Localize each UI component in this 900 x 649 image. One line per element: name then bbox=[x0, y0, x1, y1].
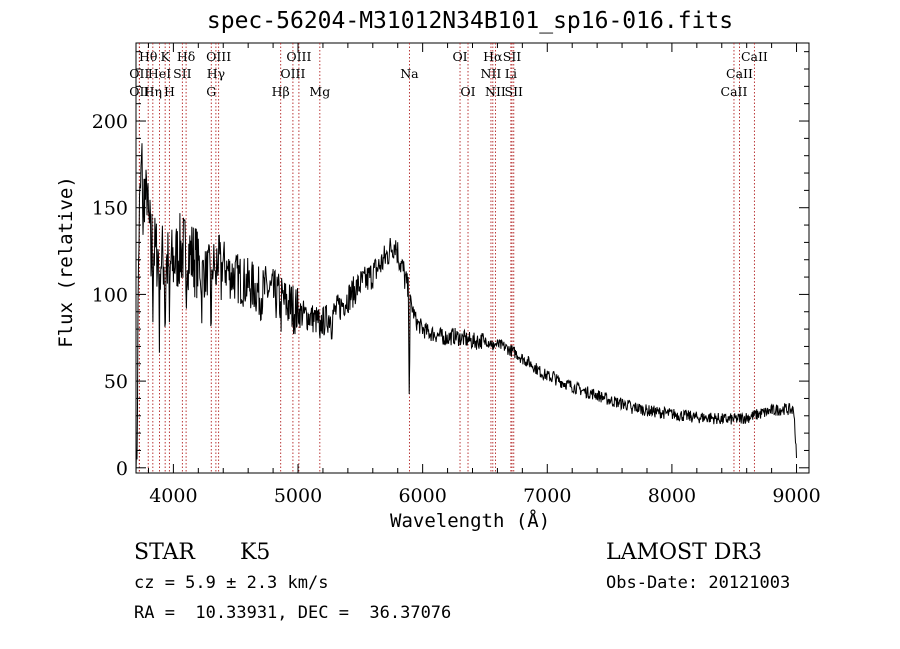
line-marker-label: NII bbox=[481, 66, 502, 81]
y-tick-label: 0 bbox=[116, 458, 128, 480]
x-tick-label: 6000 bbox=[398, 485, 446, 507]
redshift-text: cz = 5.9 ± 2.3 km/s bbox=[134, 573, 329, 593]
line-marker-label: CaII bbox=[726, 66, 753, 81]
class-label: STAR bbox=[134, 540, 195, 565]
x-tick-label: 8000 bbox=[648, 485, 696, 507]
y-tick-label: 200 bbox=[92, 111, 128, 133]
line-marker-label: NII bbox=[485, 84, 506, 99]
x-tick-label: 4000 bbox=[149, 485, 197, 507]
line-marker-label: Li bbox=[505, 66, 517, 81]
x-axis-label: Wavelength (Å) bbox=[390, 510, 551, 532]
line-marker-label: HeI bbox=[148, 66, 171, 81]
line-marker-label: SII bbox=[173, 66, 192, 81]
line-marker-label: OI bbox=[460, 84, 475, 99]
x-tick-label: 7000 bbox=[523, 485, 571, 507]
line-marker-label: Hα bbox=[483, 49, 503, 64]
line-marker-label: Mg bbox=[309, 84, 330, 99]
x-tick-label: 9000 bbox=[772, 485, 820, 507]
line-marker-label: SII bbox=[503, 49, 522, 64]
line-marker-label: Hθ bbox=[139, 49, 157, 64]
line-marker-label: H bbox=[164, 84, 175, 99]
line-marker-label: Hβ bbox=[272, 84, 290, 99]
line-marker-label: K bbox=[160, 49, 170, 64]
coordinates-text: RA = 10.33931, DEC = 36.37076 bbox=[134, 603, 452, 623]
line-marker-label: SII bbox=[505, 84, 524, 99]
line-marker-label: OI bbox=[452, 49, 467, 64]
y-axis-label: Flux (relative) bbox=[55, 176, 77, 348]
y-tick-label: 50 bbox=[104, 371, 128, 393]
line-marker-label: G bbox=[206, 84, 216, 99]
line-marker-label: OIII bbox=[286, 49, 311, 64]
line-marker-label: Hδ bbox=[177, 49, 195, 64]
subclass-label: K5 bbox=[240, 540, 271, 565]
line-marker-label: Na bbox=[400, 66, 419, 81]
line-marker-label: CaII bbox=[721, 84, 748, 99]
chart-title: spec-56204-M31012N34B101_sp16-016.fits bbox=[206, 8, 734, 34]
y-tick-label: 100 bbox=[92, 284, 128, 306]
line-marker-label: Hγ bbox=[207, 66, 225, 81]
x-tick-label: 5000 bbox=[274, 485, 322, 507]
line-marker-label: OII bbox=[129, 66, 149, 81]
y-tick-label: 150 bbox=[92, 198, 128, 220]
survey-label: LAMOST DR3 bbox=[606, 540, 762, 565]
obs-date-text: Obs-Date: 20121003 bbox=[606, 573, 791, 593]
line-marker-label: CaII bbox=[741, 49, 768, 64]
line-marker-label: Hη bbox=[144, 84, 162, 99]
line-marker-label: OIII bbox=[280, 66, 305, 81]
line-marker-label: OII bbox=[129, 84, 149, 99]
spectrum-line bbox=[135, 143, 797, 474]
line-marker-label: OIII bbox=[206, 49, 231, 64]
